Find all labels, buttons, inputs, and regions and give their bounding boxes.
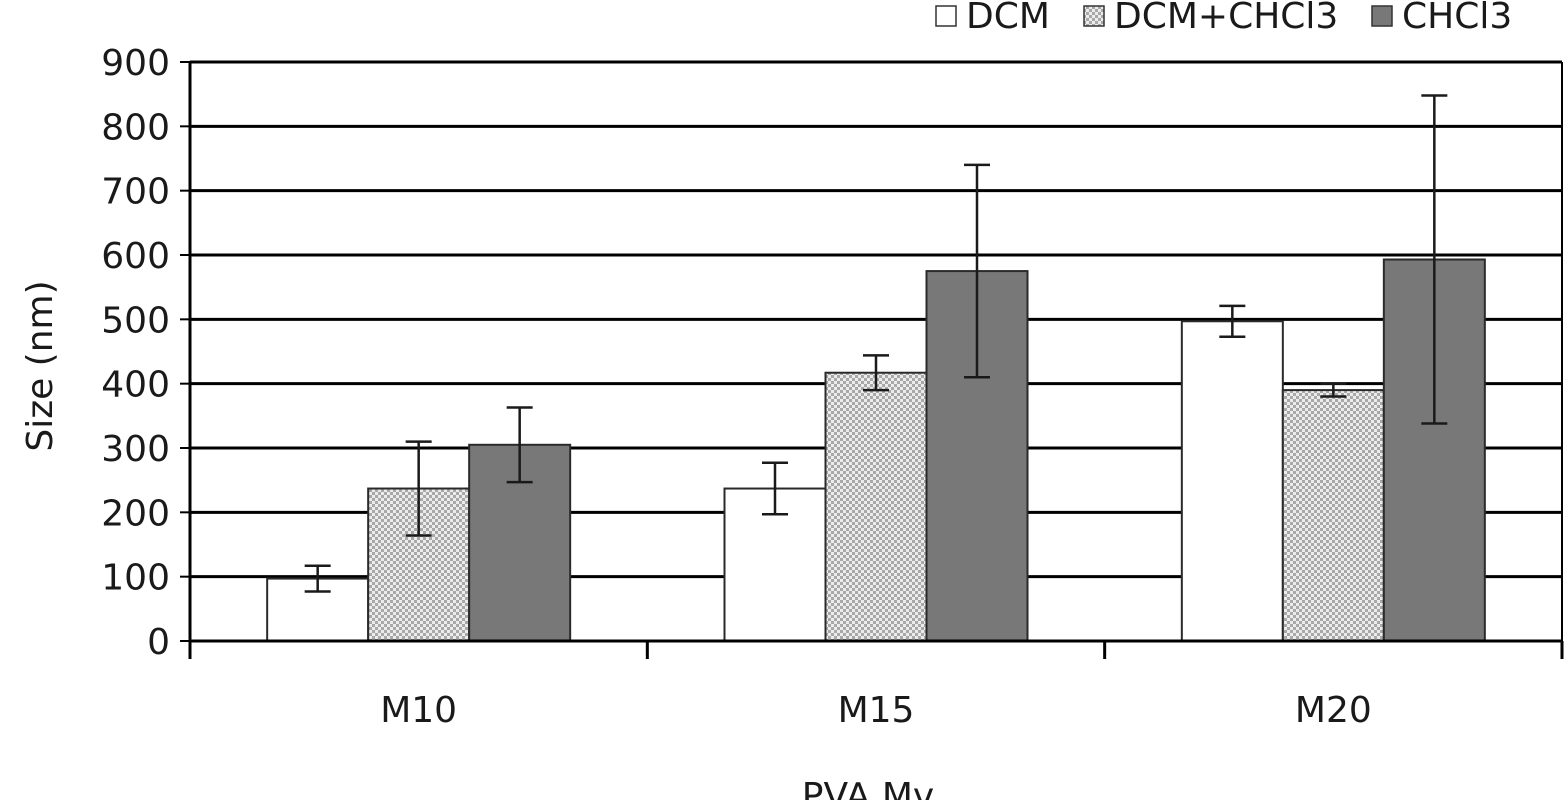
y-tick-label: 800 xyxy=(101,107,170,148)
legend-label: DCM xyxy=(966,0,1050,37)
axes xyxy=(180,61,1564,659)
x-tick-labels: M10 M15 M20 xyxy=(380,690,1372,731)
y-tick-label: 400 xyxy=(101,365,170,406)
y-tick-label: 900 xyxy=(101,43,170,84)
x-tick-label: M15 xyxy=(838,690,915,731)
legend-label: DCM+CHCl3 xyxy=(1114,0,1338,37)
legend-swatch xyxy=(935,5,957,27)
y-tick-label: 200 xyxy=(101,493,170,534)
y-tick-label: 600 xyxy=(101,236,170,277)
y-tick-label: 100 xyxy=(101,558,170,599)
x-tick-label: M10 xyxy=(380,690,457,731)
bars xyxy=(266,258,1486,643)
bar xyxy=(1281,389,1385,642)
y-tick-label: 700 xyxy=(101,172,170,213)
y-tick-label: 300 xyxy=(101,429,170,470)
x-tick-label: M20 xyxy=(1295,690,1372,731)
bar xyxy=(824,371,928,642)
legend-swatch xyxy=(1371,5,1393,27)
y-tick-label: 0 xyxy=(147,622,170,663)
bar xyxy=(1180,320,1284,642)
y-axis-title: Size (nm) xyxy=(20,280,61,451)
legend: DCM DCM+CHCl3 CHCl3 xyxy=(935,0,1512,37)
error-bars xyxy=(304,94,1448,593)
y-tick-labels: 0 100 200 300 400 500 600 700 800 900 xyxy=(101,43,170,663)
y-tick-label: 500 xyxy=(101,300,170,341)
legend-swatch xyxy=(1083,5,1105,27)
legend-label: CHCl3 xyxy=(1402,0,1512,37)
x-axis-title: PVA Mv xyxy=(802,776,934,800)
